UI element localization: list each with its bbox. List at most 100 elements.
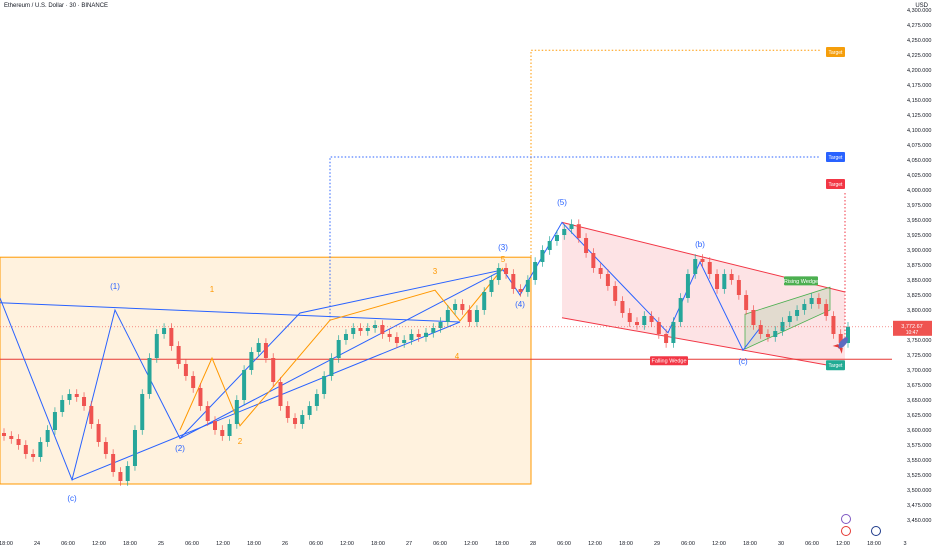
time-tick-label: 12:00 <box>712 541 726 547</box>
candle-body <box>613 286 618 301</box>
chart-title: Ethereum / U.S. Dollar · 30 · BINANCE <box>4 3 109 9</box>
time-tick-label: 12:00 <box>588 541 602 547</box>
candle-body <box>765 334 770 337</box>
price-axis: 3,450.000 3,475.000 3,500.000 3,525.000 3,55… <box>907 8 931 524</box>
candle-body <box>816 298 821 304</box>
subwave-label: 2 <box>238 437 243 446</box>
target-badge-bg <box>826 360 845 371</box>
candle-body <box>45 430 50 442</box>
candle-body <box>707 262 712 274</box>
time-tick-label: 12:00 <box>464 541 478 547</box>
candle-body <box>525 280 530 292</box>
candle-body <box>191 376 196 388</box>
candle-body <box>278 382 283 406</box>
candle-body <box>664 334 669 343</box>
price-tick-label: 4,150.000 <box>907 98 931 104</box>
candle-body <box>504 268 509 274</box>
target-badge-bg <box>826 47 845 57</box>
candle-body <box>773 331 778 337</box>
wave-label: (c) <box>738 357 748 366</box>
candle-body <box>198 388 203 406</box>
candle-body <box>256 343 261 352</box>
candle-body <box>540 250 545 262</box>
time-tick-label: 06:00 <box>185 541 199 547</box>
candle-body <box>685 274 690 298</box>
price-tick-label: 4,050.000 <box>907 158 931 164</box>
event-icon <box>841 514 851 524</box>
price-tick-label: 3,575.000 <box>907 443 931 449</box>
candle-body <box>722 274 727 289</box>
target-label: Target <box>829 363 844 369</box>
candle-body <box>693 259 698 274</box>
candle-body <box>242 370 247 400</box>
candle-body <box>96 424 101 442</box>
candle-body <box>60 400 65 412</box>
candle-body <box>52 412 57 430</box>
time-tick-label: 29 <box>654 541 660 547</box>
candle-body <box>649 316 654 322</box>
candle-body <box>169 328 174 346</box>
time-tick-label: 06:00 <box>61 541 75 547</box>
candle-body <box>482 292 487 310</box>
target-badge-bg <box>826 179 845 189</box>
subwave-path <box>179 267 504 431</box>
price-tick-label: 4,000.000 <box>907 188 931 194</box>
current-price-bg <box>893 320 932 336</box>
candle-body <box>409 334 414 340</box>
candle-body <box>511 274 516 289</box>
rocket-icon <box>832 337 849 354</box>
candle-body <box>132 430 137 466</box>
price-tick-label: 4,275.000 <box>907 23 931 29</box>
candle-body <box>584 238 589 253</box>
candle-body <box>402 340 407 343</box>
candle-body <box>154 334 159 358</box>
candle-body <box>562 229 567 235</box>
falling-wedge-label: Falling Wedge <box>651 359 686 365</box>
candle-body <box>300 415 305 424</box>
time-tick-label: 18:00 <box>619 541 633 547</box>
time-tick-label: 06:00 <box>805 541 819 547</box>
price-tick-label: 3,700.000 <box>907 368 931 374</box>
falling-wedge-badge-bg <box>650 356 688 366</box>
candle-body <box>795 310 800 316</box>
time-tick-label: 26 <box>282 541 288 547</box>
price-tick-label: 4,200.000 <box>907 68 931 74</box>
candle-body <box>212 421 218 430</box>
candle-body <box>453 304 458 310</box>
rising-wedge-badge-bg <box>784 276 818 286</box>
price-tick-label: 3,675.000 <box>907 383 931 389</box>
wave-label: (c) <box>67 494 77 503</box>
time-tick-label: 24 <box>34 541 40 547</box>
candle-body <box>176 346 181 364</box>
price-tick-label: 4,100.000 <box>907 128 931 134</box>
candle-body <box>336 340 341 358</box>
candle-body <box>838 334 843 343</box>
price-tick-label: 4,225.000 <box>907 53 931 59</box>
candle-body <box>598 268 603 274</box>
price-tick-label: 3,875.000 <box>907 263 931 269</box>
candle-body <box>642 316 647 325</box>
candle-body <box>751 310 756 325</box>
candle-body <box>380 325 385 334</box>
subwave-label: 4 <box>455 352 460 361</box>
candle-body <box>1 433 7 436</box>
subwave-label: 3 <box>433 267 438 276</box>
price-tick-label: 3,475.000 <box>907 503 931 509</box>
wave-label: (3) <box>498 243 508 252</box>
target-label: Target <box>829 155 844 161</box>
candle-body <box>569 224 574 229</box>
candle-body <box>103 442 108 454</box>
target-badge-bg <box>826 152 845 162</box>
candle-body <box>358 328 363 331</box>
candle-body <box>678 298 683 322</box>
candle-body <box>31 454 36 457</box>
wave-label: (1) <box>110 282 120 291</box>
candle-body <box>831 316 836 334</box>
candle-body <box>758 325 763 334</box>
candle-body <box>605 274 610 286</box>
candle-body <box>423 332 429 337</box>
candle-body <box>293 418 298 424</box>
wave-label: (b) <box>695 240 705 249</box>
wave-label: (4) <box>515 300 525 309</box>
